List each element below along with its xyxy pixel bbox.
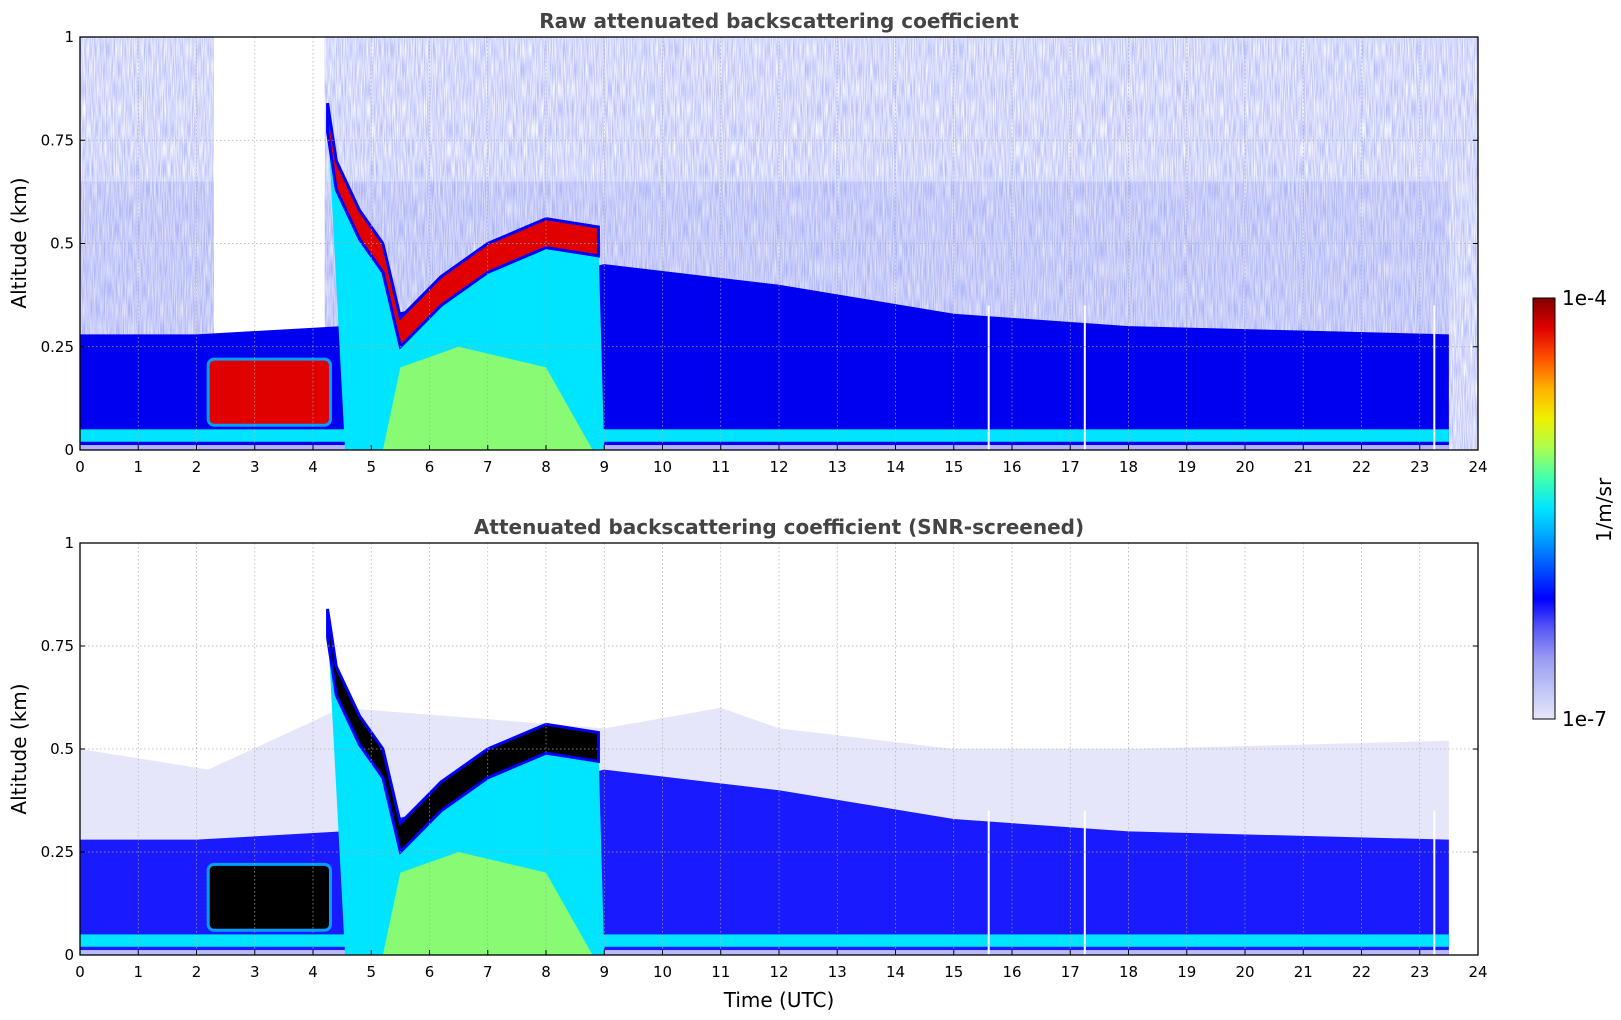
p1-x-tick-label: 4 <box>308 458 318 476</box>
p2-y-tick-label: 0.25 <box>41 843 74 861</box>
panel-screened-y-label: Altitude (km) <box>7 683 31 814</box>
p1-y-tick-label: 0.25 <box>41 338 74 356</box>
p1-x-tick-label: 7 <box>483 458 493 476</box>
p2-x-tick-label: 2 <box>192 963 202 981</box>
p2-x-tick-label: 6 <box>425 963 435 981</box>
p1-x-tick-label: 15 <box>944 458 963 476</box>
colorbar: 1e-4 1e-7 1/m/sr <box>1532 286 1616 731</box>
p1-fog-layer <box>206 357 332 427</box>
p2-x-tick-label: 12 <box>769 963 788 981</box>
panel-screened-y-ticks: 0 0.25 0.5 0.75 1 <box>41 534 1478 964</box>
p1-x-tick-label: 19 <box>1177 458 1196 476</box>
p1-x-tick-label: 10 <box>653 458 672 476</box>
p2-x-tick-label: 11 <box>711 963 730 981</box>
p1-surface-gap <box>80 445 1449 450</box>
panel-raw-x-ticks: 0 1 2 3 4 5 6 7 8 9 10 11 12 13 14 15 16 17 18 19 20 21 22 23 24 <box>75 445 1488 476</box>
p1-x-tick-label: 16 <box>1002 458 1021 476</box>
p2-x-tick-label: 7 <box>483 963 493 981</box>
p2-y-tick-label: 0.5 <box>50 740 74 758</box>
p2-x-tick-label: 18 <box>1119 963 1138 981</box>
p1-x-tick-label: 0 <box>75 458 85 476</box>
p2-y-tick-label: 0.75 <box>41 637 74 655</box>
p2-x-tick-label: 13 <box>828 963 847 981</box>
p1-x-tick-label: 6 <box>425 458 435 476</box>
panel-raw: Raw attenuated backscattering coefficien… <box>7 9 1488 476</box>
colorbar-title: 1/m/sr <box>1592 477 1616 542</box>
p1-x-tick-label: 20 <box>1235 458 1254 476</box>
p1-x-tick-label: 14 <box>886 458 905 476</box>
p2-fog-layer <box>206 862 332 932</box>
p2-x-tick-label: 21 <box>1294 963 1313 981</box>
p2-x-tick-label: 8 <box>541 963 551 981</box>
panel-raw-title: Raw attenuated backscattering coefficien… <box>539 9 1019 33</box>
p1-clear-gap <box>213 37 325 368</box>
p2-x-tick-label: 15 <box>944 963 963 981</box>
p2-surface-band <box>80 934 1449 947</box>
p1-y-tick-label: 1 <box>64 28 74 46</box>
p1-x-tick-label: 18 <box>1119 458 1138 476</box>
x-axis-label: Time (UTC) <box>723 988 835 1012</box>
p1-x-tick-label: 17 <box>1061 458 1080 476</box>
p2-x-tick-label: 3 <box>250 963 260 981</box>
p2-x-tick-label: 14 <box>886 963 905 981</box>
p1-y-tick-label: 0.75 <box>41 131 74 149</box>
p2-x-tick-label: 0 <box>75 963 85 981</box>
p1-x-tick-label: 13 <box>828 458 847 476</box>
panel-screened-heatmap <box>80 608 1449 955</box>
p2-x-tick-label: 1 <box>133 963 143 981</box>
p1-x-tick-label: 21 <box>1294 458 1313 476</box>
colorbar-min-label: 1e-7 <box>1562 707 1607 731</box>
p1-x-tick-label: 5 <box>366 458 376 476</box>
p1-x-tick-label: 2 <box>192 458 202 476</box>
p2-y-tick-label: 0 <box>64 946 74 964</box>
p2-x-tick-label: 24 <box>1468 963 1487 981</box>
panel-raw-y-label: Altitude (km) <box>7 177 31 308</box>
p2-x-tick-label: 9 <box>599 963 609 981</box>
colorbar-bar <box>1532 297 1556 720</box>
p2-y-tick-label: 1 <box>64 534 74 552</box>
panel-raw-y-ticks: 0 0.25 0.5 0.75 1 <box>41 28 1478 459</box>
panel-screened-title: Attenuated backscattering coefficient (S… <box>474 515 1084 539</box>
p2-x-tick-label: 10 <box>653 963 672 981</box>
p1-x-tick-label: 9 <box>599 458 609 476</box>
p1-cloud-band <box>326 102 600 350</box>
p2-x-tick-label: 23 <box>1410 963 1429 981</box>
p2-x-tick-label: 16 <box>1002 963 1021 981</box>
panel-screened-x-ticks: 0 1 2 3 4 5 6 7 8 9 10 11 12 13 14 15 16 17 18 19 20 21 22 23 24 <box>75 950 1488 981</box>
p1-x-tick-label: 22 <box>1352 458 1371 476</box>
panel-screened: Attenuated backscattering coefficient (S… <box>7 515 1488 1012</box>
p1-x-tick-label: 11 <box>711 458 730 476</box>
p1-x-tick-label: 1 <box>133 458 143 476</box>
p2-cloud-band <box>326 608 600 855</box>
p2-surface-gap <box>80 950 1449 955</box>
p1-x-tick-label: 8 <box>541 458 551 476</box>
p1-x-tick-label: 12 <box>769 458 788 476</box>
p1-y-tick-label: 0.5 <box>50 235 74 253</box>
p2-x-tick-label: 22 <box>1352 963 1371 981</box>
p2-x-tick-label: 17 <box>1061 963 1080 981</box>
p1-x-tick-label: 24 <box>1468 458 1487 476</box>
colorbar-max-label: 1e-4 <box>1562 286 1607 310</box>
p2-x-tick-label: 19 <box>1177 963 1196 981</box>
p1-y-tick-label: 0 <box>64 441 74 459</box>
p2-x-tick-label: 4 <box>308 963 318 981</box>
p1-x-tick-label: 23 <box>1410 458 1429 476</box>
p1-x-tick-label: 3 <box>250 458 260 476</box>
p1-surface-band <box>80 429 1449 442</box>
p2-x-tick-label: 20 <box>1235 963 1254 981</box>
p2-x-tick-label: 5 <box>366 963 376 981</box>
